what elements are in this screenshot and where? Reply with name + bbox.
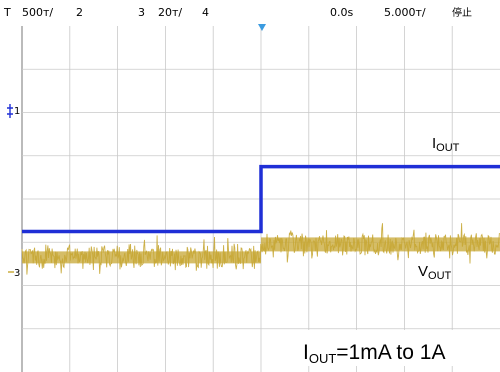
- ch3-scale: 20т/: [158, 6, 182, 19]
- header-bar: T 500т/ 2 3 20т/ 4 0.0s 5.000т/ 停止: [0, 0, 500, 22]
- caption-main: I: [303, 341, 309, 364]
- iout-annotation-main: I: [432, 135, 436, 152]
- ch2-label: 2: [76, 6, 83, 19]
- vout-annotation: VOUT: [418, 263, 452, 282]
- run-state: 停止: [452, 6, 472, 19]
- vout-trace-band-low: [22, 251, 261, 264]
- trigger-marker: T: [3, 6, 11, 19]
- time-scale: 5.000т/: [384, 6, 426, 19]
- ch4-label: 4: [202, 6, 209, 19]
- iout-annotation: IOUT: [432, 135, 460, 154]
- iout-annotation-sub: OUT: [436, 142, 460, 154]
- traces: [21, 164, 500, 275]
- caption-sub: OUT: [309, 351, 337, 366]
- trigger-position-icon: [258, 24, 266, 31]
- caption-box: IOUT=1mA to 1A: [296, 330, 496, 366]
- caption: IOUT=1mA to 1A: [303, 341, 445, 366]
- time-position: 0.0s: [330, 6, 353, 19]
- vout-annotation-main: V: [418, 263, 428, 280]
- vout-trace-band-high: [261, 237, 500, 252]
- ch3-marker: 3: [8, 268, 20, 279]
- ch3-label: 3: [138, 6, 145, 19]
- vout-annotation-sub: OUT: [428, 270, 452, 282]
- ch3-marker-label: 3: [14, 268, 20, 279]
- ch1-scale: 500т/: [22, 6, 53, 19]
- ch1-marker-label: 1: [14, 106, 20, 117]
- ch1-marker: 1: [7, 104, 20, 118]
- caption-rest: =1mA to 1A: [336, 341, 445, 364]
